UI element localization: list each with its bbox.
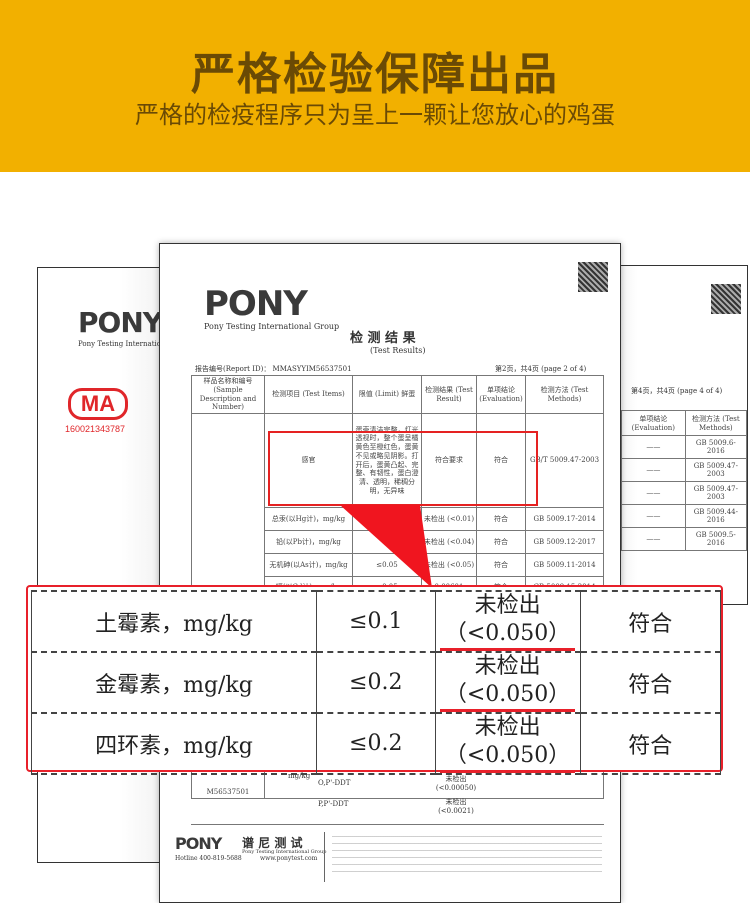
footer-group: Pony Testing International Group xyxy=(242,849,327,855)
cma-seal: MA xyxy=(68,388,128,420)
item-cell: 土霉素，mg/kg xyxy=(31,590,317,653)
header-cell: 检测结果 (Test Result) xyxy=(421,375,477,414)
footer-addresses xyxy=(332,836,602,876)
header-cell: 检测项目 (Test Items) xyxy=(264,375,353,414)
result-cell: 未检出 （<0.050） xyxy=(434,712,581,775)
header-cell: 单项结论 (Evaluation) xyxy=(621,410,686,436)
cma-number: 160021343787 xyxy=(65,424,126,434)
highlight-table-panel: 土霉素，mg/kg ≤0.1 未检出 （<0.050） 符合 金霉素，mg/kg … xyxy=(26,585,723,775)
ddt-item: O,P'-DDT xyxy=(318,779,351,787)
evaluation-cell: 符合 xyxy=(579,712,722,775)
table-row: —— GB 5009.44-2016 xyxy=(621,504,748,528)
header-cell: 检测方法 (Test Methods) xyxy=(525,375,604,414)
evaluation-cell: 符合 xyxy=(579,651,722,714)
header-cell: 样品名称和编号 (Sample Description and Number) xyxy=(191,375,265,414)
pony-logo: PONY xyxy=(78,306,163,339)
page-info: 第4页，共4页 (page 4 of 4) xyxy=(631,387,723,395)
logo-subtitle: Pony Testing International Group xyxy=(204,322,340,331)
table-row: 土霉素，mg/kg ≤0.1 未检出 （<0.050） 符合 xyxy=(31,590,722,653)
page-subtitle: 严格的检疫程序只为呈上一颗让您放心的鸡蛋 xyxy=(135,101,615,129)
header-banner: 严格检验保障出品 严格的检疫程序只为呈上一颗让您放心的鸡蛋 xyxy=(0,0,750,172)
pony-logo: PONY xyxy=(204,284,308,324)
qr-code-icon xyxy=(578,262,608,292)
table-row: 铅(以Pb计)，mg/kg 未检出 (<0.04) 符合 GB 5009.12-201… xyxy=(192,530,604,554)
item-cell: 四环素，mg/kg xyxy=(31,712,317,775)
pointer-triangle xyxy=(340,505,432,588)
limit-cell: ≤0.1 xyxy=(315,590,436,653)
report-title-en: (Test Results) xyxy=(370,346,426,355)
report-page-right: 第4页，共4页 (page 4 of 4) 单项结论 (Evaluation) 检… xyxy=(600,265,748,605)
table-row: —— GB 5009.6-2016 xyxy=(621,435,748,459)
footer-website: www.ponytest.com xyxy=(260,855,318,862)
page-info: 第2页，共4页 (page 2 of 4) xyxy=(495,365,587,373)
limit-cell: ≤0.2 xyxy=(315,651,436,714)
result-cell: 未检出 （<0.050） xyxy=(434,590,581,653)
ddt-item: P,P'-DDT xyxy=(318,800,349,808)
table-row: —— GB 5009.47-2003 xyxy=(621,481,748,505)
report-id: 报告编号(Report ID)： MMASYYIM56537501 xyxy=(195,365,352,373)
limit-cell: ≤0.2 xyxy=(315,712,436,775)
unit-label: mg/kg xyxy=(288,772,311,780)
highlight-table: 土霉素，mg/kg ≤0.1 未检出 （<0.050） 符合 金霉素，mg/kg … xyxy=(31,590,722,775)
report-title: 检 测 结 果 xyxy=(350,331,416,346)
table-row: —— GB 5009.5-2016 xyxy=(621,527,748,551)
qr-code-icon xyxy=(711,284,741,314)
table-row: 四环素，mg/kg ≤0.2 未检出 （<0.050） 符合 xyxy=(31,712,722,775)
right-table: 单项结论 (Evaluation) 检测方法 (Test Methods) —— G… xyxy=(621,410,748,551)
ddt-result: 未检出 (<0.0021) xyxy=(438,798,474,815)
footer-logo-cn: 谱 尼 测 试 xyxy=(242,836,303,850)
table-row: 金霉素，mg/kg ≤0.2 未检出 （<0.050） 符合 xyxy=(31,651,722,714)
evaluation-cell: 符合 xyxy=(579,590,722,653)
page-title: 严格检验保障出品 xyxy=(191,49,559,100)
footer-hotline: Hotline 400-819-5688 xyxy=(175,855,242,862)
footer-logo: PONY xyxy=(175,834,222,853)
header-cell: 单项结论 (Evaluation) xyxy=(476,375,526,414)
ddt-result: 未检出 (<0.00050) xyxy=(435,775,477,792)
item-cell: 金霉素，mg/kg xyxy=(31,651,317,714)
result-cell: 未检出 （<0.050） xyxy=(434,651,581,714)
logo-subtitle: Pony Testing International xyxy=(78,340,172,348)
